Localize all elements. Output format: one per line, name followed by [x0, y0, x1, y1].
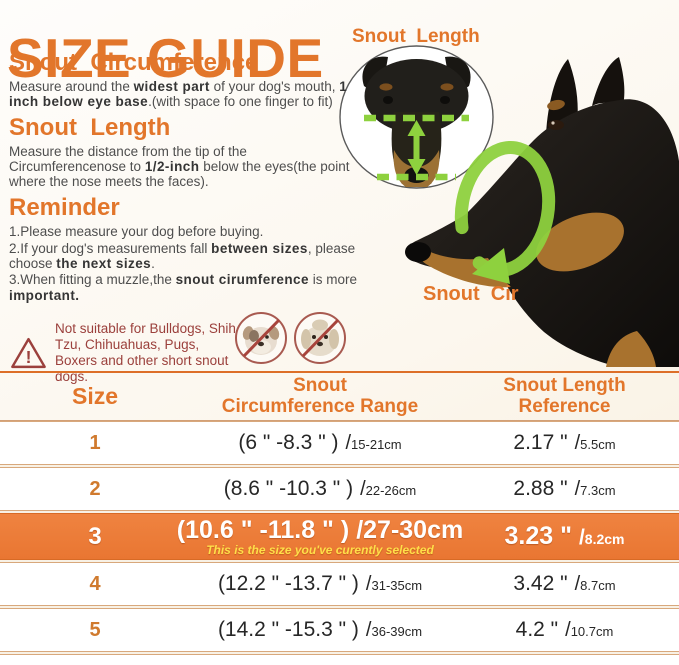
circumference-cell: (14.2 " -15.3 " )/36-39cm — [217, 618, 423, 641]
circumference-cell: (8.6 " -10.3 " )/22-26cm — [223, 477, 417, 500]
reminder-item-3: 3.When fitting a muzzle,the snout cirumf… — [9, 272, 357, 303]
size-table: Size Snout Circumference Range Snout Leng… — [0, 371, 679, 665]
snout-length-diagram — [336, 44, 497, 192]
size-cell: 1 — [89, 431, 101, 454]
size-cell: 4 — [89, 572, 101, 595]
snout-cir-callout: Snout Cir — [423, 283, 519, 305]
size-cell: 5 — [89, 618, 101, 641]
warning-icon: ! — [11, 337, 46, 368]
reminder-heading: Reminder — [9, 194, 120, 222]
doberman-photo — [405, 57, 679, 368]
table-header: Size Snout Circumference Range Snout Leng… — [0, 371, 679, 421]
table-row-size-6: 6 (15.7 " -17.7 " )/40-45cm 4.4 "/11.2cm — [0, 654, 679, 665]
table-row-size-3-selected: 3 (10.6 " -11.8 " )/27-30cm This is the … — [0, 513, 679, 560]
table-row-size-5: 5 (14.2 " -15.3 " )/36-39cm 4.2 "/10.7cm — [0, 608, 679, 652]
table-row-size-1: 1 (6 " -8.3 " )/15-21cm 2.17 "/5.5cm — [0, 421, 679, 465]
reminder-list: 1.Please measure your dog before buying.… — [9, 224, 357, 303]
snout-length-callout: Snout Length — [352, 26, 480, 47]
unsuitable-breed-icons — [234, 311, 347, 365]
reminder-item-1: 1.Please measure your dog before buying. — [9, 224, 264, 240]
snout-length-double-arrow — [364, 114, 469, 181]
page-title: SIZE GUIDE — [7, 26, 324, 89]
snout-circumference-text: Measure around the widest part of your d… — [9, 78, 348, 110]
snout-circumference-ring-arrow — [454, 140, 556, 284]
snout-circumference-heading: Snout Circumference — [9, 49, 259, 76]
selected-size-note: This is the size you've curently selecte… — [206, 542, 434, 557]
length-cell: 2.17 "/5.5cm — [513, 431, 616, 454]
table-body: 1 (6 " -8.3 " )/15-21cm 2.17 "/5.5cm 2 (… — [0, 421, 679, 665]
size-cell: 2 — [89, 477, 101, 500]
length-cell: 3.42 "/8.7cm — [513, 572, 616, 595]
circumference-cell: (12.2 " -13.7 " )/31-35cm — [217, 572, 423, 595]
header-size: Size — [71, 383, 119, 410]
no-bulldog-icon — [235, 312, 287, 364]
snout-length-text: Measure the distance from the tip of the… — [9, 144, 350, 190]
length-cell: 3.23 "/8.2cm — [504, 522, 625, 550]
table-row-size-4: 4 (12.2 " -13.7 " )/31-35cm 3.42 "/8.7cm — [0, 562, 679, 606]
table-row-size-2: 2 (8.6 " -10.3 " )/22-26cm 2.88 "/7.3cm — [0, 467, 679, 511]
header-length: Snout Length Reference — [503, 375, 626, 417]
circumference-cell: (6 " -8.3 " )/15-21cm — [238, 431, 402, 454]
svg-text:!: ! — [26, 347, 32, 367]
measure-instructions: Snout Circumference Measure around the w… — [9, 50, 357, 304]
reminder-item-2: 2.If your dog's measurements fall betwee… — [9, 240, 356, 272]
size-cell: 3 — [88, 522, 102, 550]
circumference-cell: (10.6 " -11.8 " )/27-30cm This is the si… — [176, 515, 464, 557]
header-circumference: Snout Circumference Range — [221, 375, 419, 417]
length-cell: 4.2 "/10.7cm — [515, 618, 614, 641]
length-cell: 2.88 "/7.3cm — [513, 477, 616, 500]
snout-length-heading: Snout Length — [9, 114, 171, 142]
no-shihtzu-icon — [294, 312, 346, 364]
